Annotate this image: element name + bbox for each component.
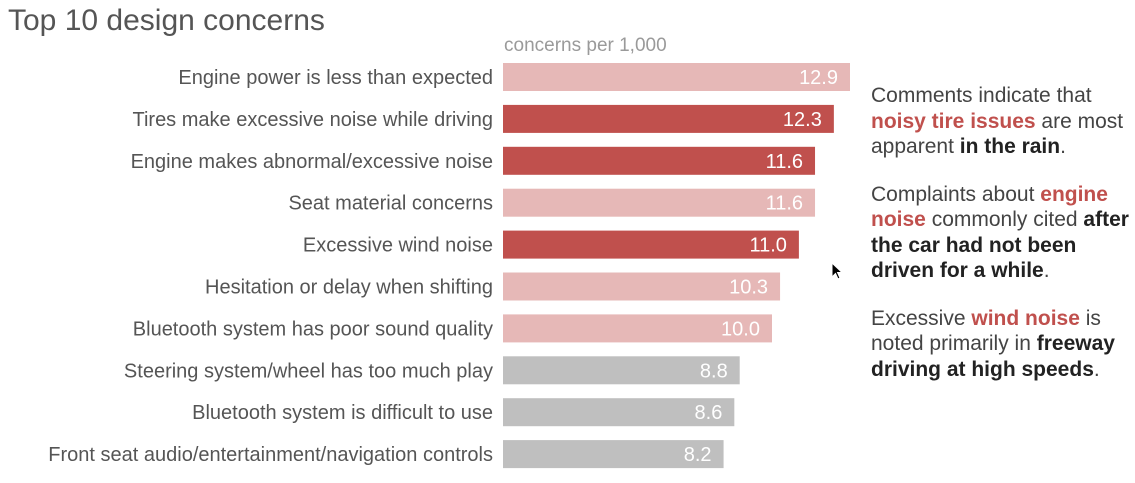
- annotation-text: Complaints about: [871, 182, 1041, 206]
- chart-title: Top 10 design concerns: [8, 4, 325, 37]
- annotation-text: Comments indicate that: [871, 84, 1092, 107]
- annotation-text: .: [1060, 135, 1066, 158]
- value-label: 11.0: [749, 235, 786, 257]
- annotation-emphasis: after the car had not been driven for a …: [871, 208, 1129, 282]
- mouse-cursor-icon: [831, 262, 844, 280]
- annotation-highlight: wind noise: [971, 306, 1080, 330]
- value-label: 10.3: [729, 277, 768, 299]
- value-label: 11.6: [766, 151, 803, 173]
- annotation-emphasis: freeway driving at high speeds: [871, 332, 1115, 381]
- value-label: 12.9: [799, 67, 838, 89]
- bar: [503, 63, 850, 91]
- bar: [503, 356, 740, 385]
- category-label: Engine makes abnormal/excessive noise: [131, 151, 493, 173]
- annotation-text: Excessive: [871, 306, 972, 330]
- bar: [503, 104, 834, 133]
- annotation-highlight: noisy tire issues: [871, 109, 1036, 133]
- value-label: 8.8: [700, 360, 728, 382]
- bar-chart: Engine power is less than expected 12.9 Ti…: [48, 63, 850, 469]
- category-label: Bluetooth system is difficult to use: [192, 402, 493, 424]
- bar: [503, 146, 816, 175]
- category-label: Hesitation or delay when shifting: [205, 277, 493, 299]
- bar: [503, 440, 724, 469]
- bar: [503, 188, 816, 217]
- value-label: 12.3: [783, 109, 822, 131]
- value-label: 10.0: [721, 318, 760, 340]
- category-label: Front seat audio/entertainment/navigatio…: [48, 444, 493, 466]
- bar: [503, 230, 799, 259]
- category-label: Engine power is less than expected: [178, 67, 493, 89]
- annotation-text: commonly cited: [925, 208, 1084, 231]
- annotation-emphasis: in the rain: [959, 135, 1061, 158]
- annotation-tire-noise: Comments indicate that noisy tire issues…: [871, 83, 1133, 160]
- category-label: Steering system/wheel has too much play: [124, 360, 493, 382]
- annotation-highlight: engine noise: [871, 182, 1108, 232]
- annotation-wind-noise: Excessive wind noise is noted primarily …: [871, 306, 1133, 383]
- bar: [503, 272, 781, 301]
- annotation-text: are most apparent: [871, 109, 1124, 159]
- bar: [503, 314, 772, 343]
- annotations-panel: Comments indicate that noisy tire issues…: [871, 62, 1133, 404]
- annotation-text: .: [1043, 259, 1050, 282]
- value-label: 11.6: [766, 193, 803, 215]
- annotation-engine-noise: Complaints about engine noise commonly c…: [871, 182, 1133, 284]
- annotation-text: .: [1093, 357, 1100, 381]
- axis-subtitle: concerns per 1,000: [504, 35, 667, 56]
- category-label: Seat material concerns: [288, 193, 493, 215]
- annotation-text: is noted primarily in: [871, 306, 1101, 356]
- value-label: 8.6: [695, 402, 723, 424]
- category-label: Tires make excessive noise while driving: [132, 109, 493, 131]
- bar: [503, 398, 735, 427]
- category-label: Bluetooth system has poor sound quality: [133, 318, 493, 340]
- value-label: 8.2: [684, 444, 712, 466]
- category-label: Excessive wind noise: [303, 235, 493, 257]
